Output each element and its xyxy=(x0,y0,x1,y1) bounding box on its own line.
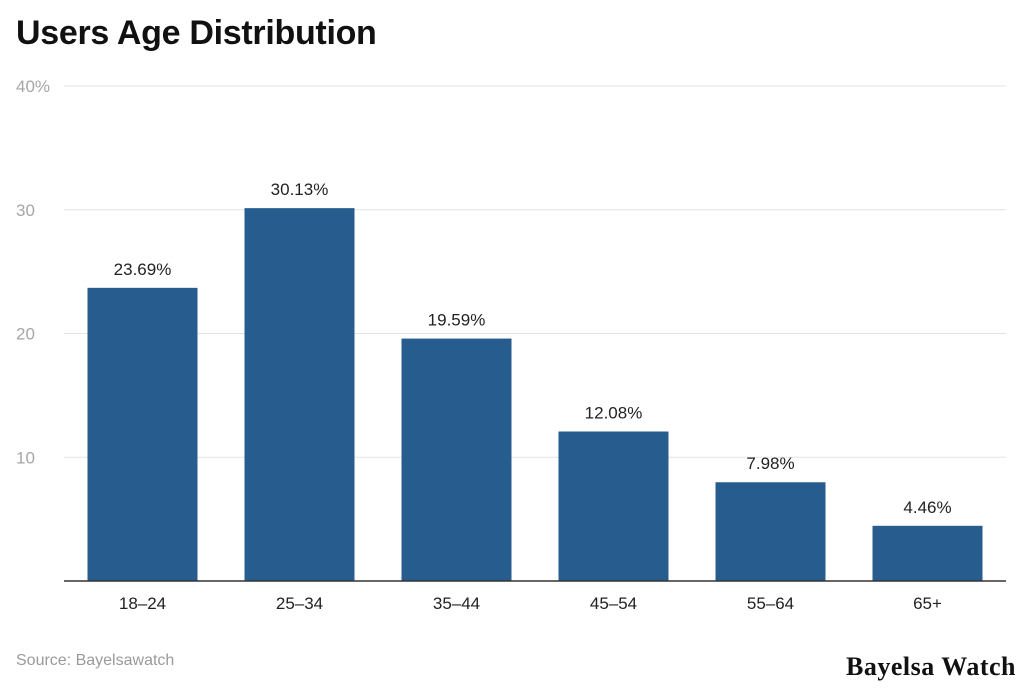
bars xyxy=(87,208,983,582)
bar xyxy=(401,338,512,581)
x-tick-label: 35–44 xyxy=(433,594,480,613)
x-tick-label: 25–34 xyxy=(276,594,323,613)
bar-value-label: 12.08% xyxy=(585,404,643,423)
y-tick-label: 30 xyxy=(16,201,35,220)
source-note: Source: Bayelsawatch xyxy=(16,652,175,669)
bar-value-label: 4.46% xyxy=(903,498,951,517)
y-tick-label: 40% xyxy=(16,77,50,96)
y-tick-label: 10 xyxy=(16,448,35,467)
x-tick-label: 45–54 xyxy=(590,594,637,613)
bar xyxy=(87,287,198,581)
bar xyxy=(244,208,355,582)
bar xyxy=(715,482,826,581)
x-tick-label: 18–24 xyxy=(119,594,166,613)
chart-title: Users Age Distribution xyxy=(16,14,377,52)
x-tick-label: 65+ xyxy=(913,594,942,613)
bar xyxy=(558,431,669,581)
y-tick-label: 20 xyxy=(16,325,35,344)
x-tick-label: 55–64 xyxy=(747,594,794,613)
bar-value-label: 23.69% xyxy=(114,260,172,279)
bar-value-label: 19.59% xyxy=(428,311,486,330)
brand-logo: Bayelsa Watch xyxy=(846,652,1016,681)
value-labels: 23.69% 30.13% 19.59% 12.08% 7.98% 4.46% xyxy=(114,180,952,517)
bar xyxy=(872,525,983,581)
y-axis-ticks: 10 20 30 40% xyxy=(16,77,50,467)
x-axis-ticks: 18–24 25–34 35–44 45–54 55–64 65+ xyxy=(119,594,942,613)
bar-value-label: 30.13% xyxy=(271,180,329,199)
grid-lines xyxy=(64,85,1006,458)
bar-value-label: 7.98% xyxy=(746,454,794,473)
